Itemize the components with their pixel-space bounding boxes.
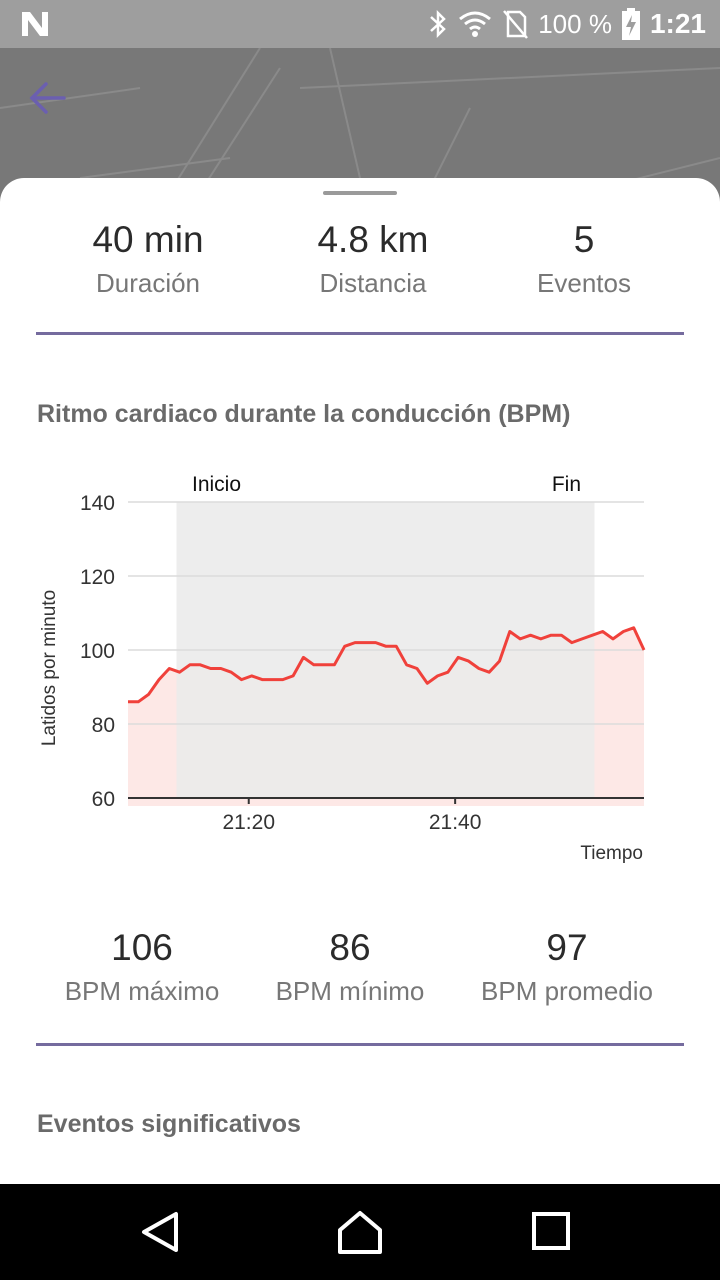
bluetooth-icon [430,9,447,39]
back-triangle-icon[interactable] [136,1208,184,1256]
battery-percentage: 100 % [538,8,612,39]
navigation-bar [0,1184,720,1280]
bpm-min-stat: 86 BPM mínimo [240,926,460,1008]
y-axis-title: Latidos por minuto [39,590,60,746]
arrow-left-icon [29,82,66,114]
heart-rate-line [128,626,646,704]
bpm-max-value: 106 [111,927,173,968]
duration-stat: 40 min Duración [38,218,258,300]
distance-value: 4.8 km [317,219,429,260]
y-tick-label: 100 [80,640,115,663]
bpm-avg-value: 97 [546,927,588,968]
heart-rate-title: Ritmo cardiaco durante la conducción (BP… [37,400,571,428]
back-button[interactable] [26,76,70,120]
trip-detail-sheet: 40 min Duración 4.8 km Distancia 5 Event… [0,178,720,1184]
recents-square-icon[interactable] [528,1208,576,1256]
n-icon [22,12,48,36]
heart-rate-chart: 60 80 100 120 140 21:20 21:40 Inicio Fin Latidos … [39,473,646,864]
wifi-icon [459,11,492,37]
events-stat: 5 Eventos [474,218,694,300]
divider [36,1043,684,1046]
bpm-max-stat: 106 BPM máximo [32,926,252,1008]
events-title: Eventos significativos [37,1110,301,1138]
bpm-min-label: BPM mínimo [275,976,425,1006]
status-icons: 100 % 1:21 [428,0,706,48]
y-tick-label: 120 [80,566,115,589]
duration-label: Duración [95,268,201,298]
x-tick-label: 21:20 [222,811,275,834]
events-value: 5 [573,219,595,260]
bpm-max-label: BPM máximo [64,976,220,1006]
drag-handle[interactable] [323,191,397,195]
no-sim-icon [503,10,529,39]
distance-label: Distancia [319,268,427,298]
battery-charging-icon [621,8,640,40]
x-axis-title: Tiempo [580,843,643,864]
divider [36,332,684,335]
y-tick-label: 60 [92,788,115,811]
home-icon[interactable] [336,1208,384,1256]
bpm-stats: 106 BPM máximo 86 BPM mínimo 97 BPM prom… [36,926,684,1016]
bpm-min-value: 86 [329,927,371,968]
bpm-avg-stat: 97 BPM promedio [457,926,677,1008]
events-label: Eventos [537,268,631,298]
start-label: Inicio [192,473,241,496]
status-bar: 100 % 1:21 [0,0,720,48]
end-label: Fin [552,473,581,496]
y-tick-label: 140 [80,492,115,515]
clock: 1:21 [649,8,706,39]
bpm-avg-label: BPM promedio [481,976,653,1006]
trip-summary: 40 min Duración 4.8 km Distancia 5 Event… [36,218,684,308]
distance-stat: 4.8 km Distancia [263,218,483,300]
x-tick-label: 21:40 [429,811,482,834]
y-tick-label: 80 [92,714,115,737]
duration-value: 40 min [92,219,204,260]
